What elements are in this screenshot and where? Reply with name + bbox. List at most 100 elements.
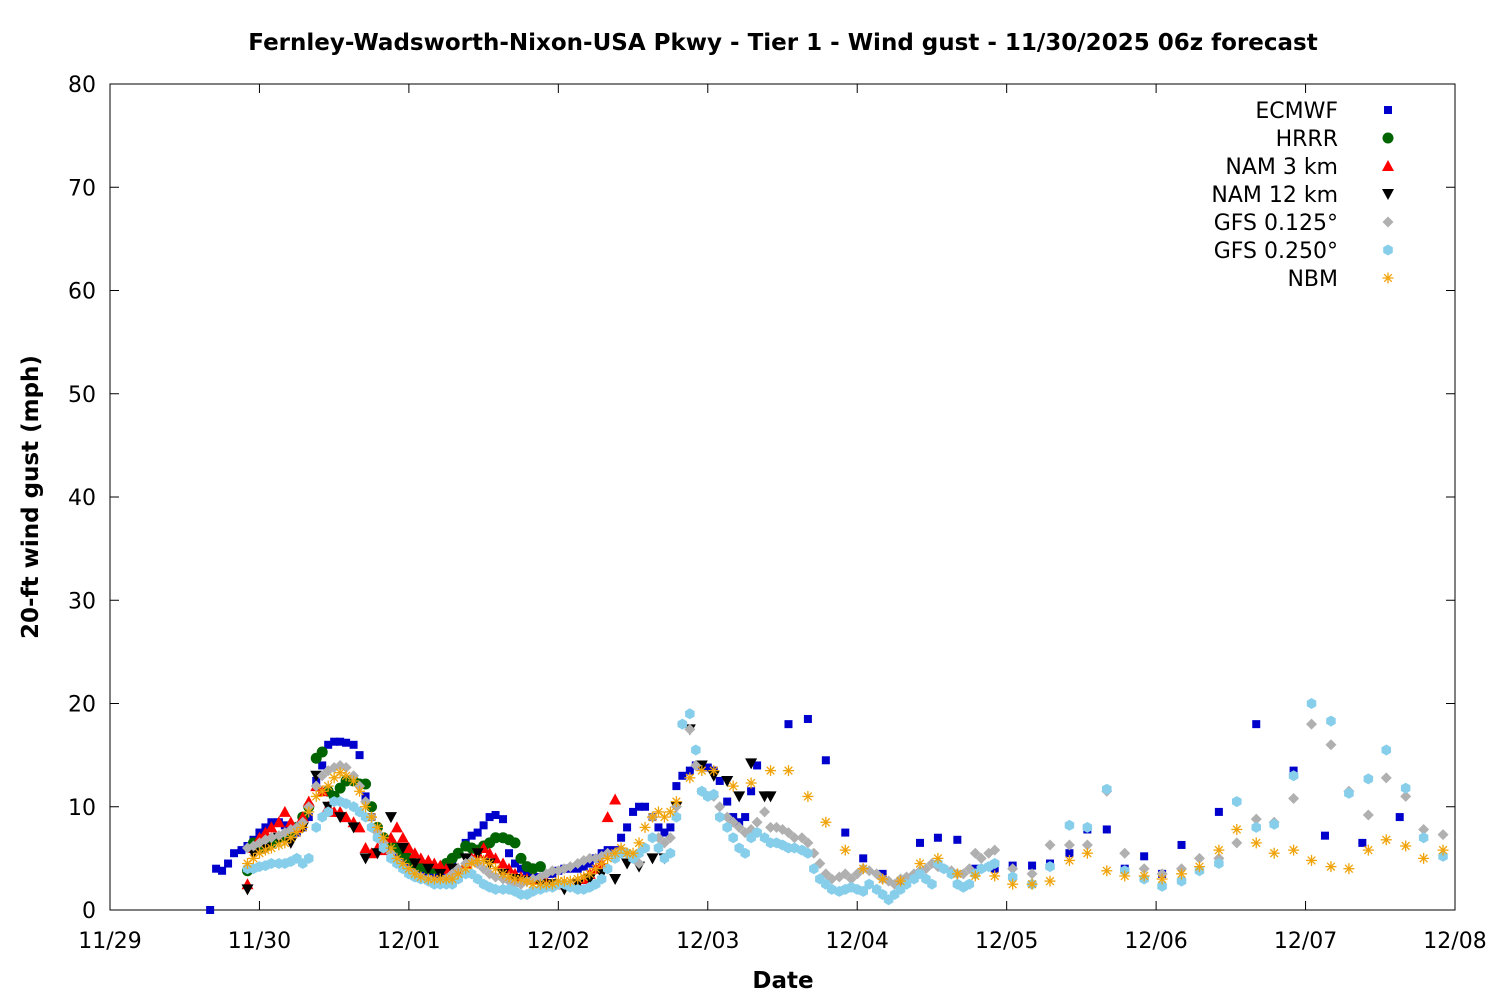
- point-ecmwf: [723, 797, 732, 806]
- point-gfs-0-250: [964, 878, 975, 890]
- point-nam-3-km: [284, 816, 297, 828]
- point-gfs-0-250: [1102, 783, 1112, 795]
- series-ecmwf: [206, 714, 1404, 914]
- point-nbm: [1044, 875, 1056, 887]
- point-ecmwf: [703, 763, 712, 772]
- point-nbm: [322, 780, 334, 792]
- point-ecmwf: [803, 714, 812, 723]
- point-gfs-0-125: [1007, 863, 1019, 875]
- point-ecmwf: [715, 776, 724, 785]
- point-gfs-0-250: [1288, 770, 1299, 782]
- point-ecmwf: [1252, 720, 1261, 729]
- point-nbm: [839, 844, 851, 856]
- point-nbm: [914, 858, 926, 870]
- point-gfs-0-125: [664, 832, 676, 844]
- point-ecmwf: [330, 737, 339, 746]
- point-gfs-0-125: [845, 873, 857, 885]
- y-tick-label: 30: [68, 589, 96, 614]
- point-ecmwf: [1065, 849, 1074, 858]
- point-ecmwf: [218, 866, 227, 875]
- point-gfs-0-250: [341, 798, 351, 810]
- point-nbm: [765, 765, 777, 777]
- point-gfs-0-125: [1250, 813, 1262, 825]
- point-nbm: [584, 868, 596, 880]
- y-axis-label: 20-ft wind gust (mph): [18, 355, 44, 639]
- point-nbm: [385, 842, 397, 854]
- point-gfs-0-250: [602, 863, 613, 875]
- point-nbm: [484, 858, 496, 870]
- point-nbm: [348, 775, 360, 787]
- point-nbm: [1288, 844, 1300, 856]
- point-ecmwf: [324, 740, 333, 749]
- point-ecmwf: [499, 815, 508, 824]
- point-nbm: [1138, 870, 1150, 882]
- legend-label-nam-12-km: NAM 12 km: [1211, 183, 1338, 208]
- point-nam-12-km: [384, 812, 397, 824]
- point-nam-3-km: [340, 811, 353, 823]
- point-nbm: [1176, 868, 1188, 880]
- point-nbm: [578, 871, 590, 883]
- point-nbm: [895, 875, 907, 887]
- point-nbm: [1400, 840, 1412, 852]
- point-ecmwf: [685, 766, 694, 775]
- point-gfs-0-250: [311, 821, 321, 833]
- point-gfs-0-250: [671, 811, 682, 823]
- legend-label-ecmwf: ECMWF: [1255, 99, 1338, 124]
- data-series: [206, 698, 1449, 914]
- point-nam-3-km: [265, 821, 278, 833]
- point-gfs-0-125: [782, 827, 794, 839]
- point-nbm: [1268, 847, 1280, 859]
- point-gfs-0-250: [858, 885, 868, 897]
- point-nbm: [1343, 863, 1355, 875]
- point-nbm: [857, 863, 869, 875]
- x-tick-label: 12/02: [527, 929, 590, 954]
- point-gfs-0-250: [939, 863, 949, 875]
- point-gfs-0-250: [323, 806, 333, 818]
- point-nam-12-km: [359, 853, 372, 865]
- legend-label-hrrr: HRRR: [1276, 127, 1338, 152]
- x-tick-label: 12/01: [377, 929, 440, 954]
- point-hrrr: [452, 847, 464, 859]
- legend-marker-nam-12-km: [1382, 189, 1394, 200]
- point-gfs-0-250: [1326, 715, 1336, 727]
- point-ecmwf: [355, 751, 364, 760]
- y-axis: 0 10 20 30 40 50 60 70 80: [68, 73, 1455, 924]
- legend-marker-gfs-0-250: [1383, 244, 1393, 256]
- point-ecmwf: [623, 823, 632, 832]
- point-ecmwf: [672, 782, 681, 791]
- point-nbm: [590, 863, 602, 875]
- point-nbm: [1325, 861, 1337, 873]
- point-nbm: [627, 847, 639, 859]
- point-nbm: [1156, 873, 1168, 885]
- point-nam-3-km: [359, 842, 372, 854]
- legend-label-nam-3-km: NAM 3 km: [1225, 155, 1338, 180]
- point-gfs-0-250: [1363, 773, 1374, 785]
- y-tick-label: 60: [68, 280, 96, 305]
- point-gfs-0-125: [546, 865, 558, 877]
- point-nbm: [521, 875, 533, 887]
- point-ecmwf: [349, 740, 358, 749]
- point-gfs-0-250: [677, 718, 688, 730]
- point-ecmwf: [579, 862, 588, 871]
- point-nam-12-km: [609, 874, 622, 886]
- point-hrrr: [316, 746, 328, 758]
- point-gfs-0-250: [989, 858, 1000, 869]
- point-gfs-0-250: [1400, 782, 1411, 794]
- point-gfs-0-250: [596, 873, 607, 885]
- point-nbm: [932, 852, 944, 864]
- point-ecmwf: [629, 807, 638, 816]
- point-gfs-0-250: [722, 821, 732, 833]
- point-nbm: [466, 858, 478, 870]
- point-nam-3-km: [259, 826, 272, 838]
- point-nbm: [727, 780, 739, 792]
- point-nbm: [1063, 854, 1075, 866]
- point-gfs-0-125: [247, 840, 259, 852]
- point-ecmwf: [479, 821, 488, 830]
- point-ecmwf: [1320, 831, 1329, 840]
- point-ecmwf: [516, 864, 525, 873]
- point-gfs-0-125: [751, 816, 763, 828]
- point-nbm: [1193, 861, 1205, 873]
- point-gfs-0-250: [809, 863, 819, 875]
- x-tick-label: 12/05: [975, 929, 1038, 954]
- point-gfs-0-250: [665, 847, 676, 859]
